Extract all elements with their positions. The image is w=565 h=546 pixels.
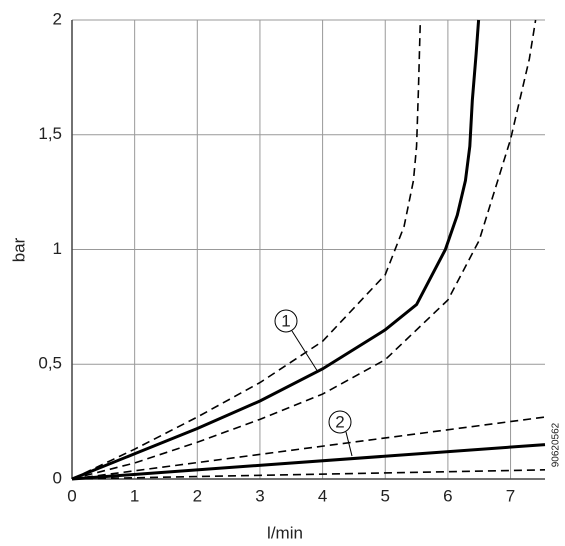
callout-leader <box>291 330 319 373</box>
x-tick-label: 6 <box>443 486 452 505</box>
callout-circle <box>328 410 352 434</box>
y-tick-label: 1 <box>53 239 62 258</box>
x-tick-label: 2 <box>193 486 202 505</box>
y-tick-label: 0 <box>53 468 62 487</box>
x-tick-label: 7 <box>506 486 515 505</box>
y-tick-label: 0,5 <box>38 354 62 373</box>
line-series <box>71 443 546 481</box>
callout-label: 1 <box>281 311 290 330</box>
x-tick-label: 5 <box>381 486 390 505</box>
y-tick-label: 1,5 <box>38 124 62 143</box>
y-tick-label: 2 <box>53 9 62 28</box>
line-series <box>71 469 546 480</box>
line-series <box>71 416 546 480</box>
figure-code: 90620562 <box>551 422 562 467</box>
x-tick-label: 1 <box>130 486 139 505</box>
line-series <box>71 19 422 480</box>
line-series <box>71 19 537 480</box>
x-tick-label: 4 <box>318 486 327 505</box>
x-axis-label: l/min <box>267 523 303 542</box>
callout-label: 2 <box>335 412 344 431</box>
callout-circle <box>274 309 298 333</box>
callout-leader <box>345 431 353 457</box>
y-axis-label: bar <box>9 237 28 262</box>
line-series <box>71 19 481 481</box>
x-tick-label: 0 <box>67 486 76 505</box>
x-tick-label: 3 <box>255 486 264 505</box>
